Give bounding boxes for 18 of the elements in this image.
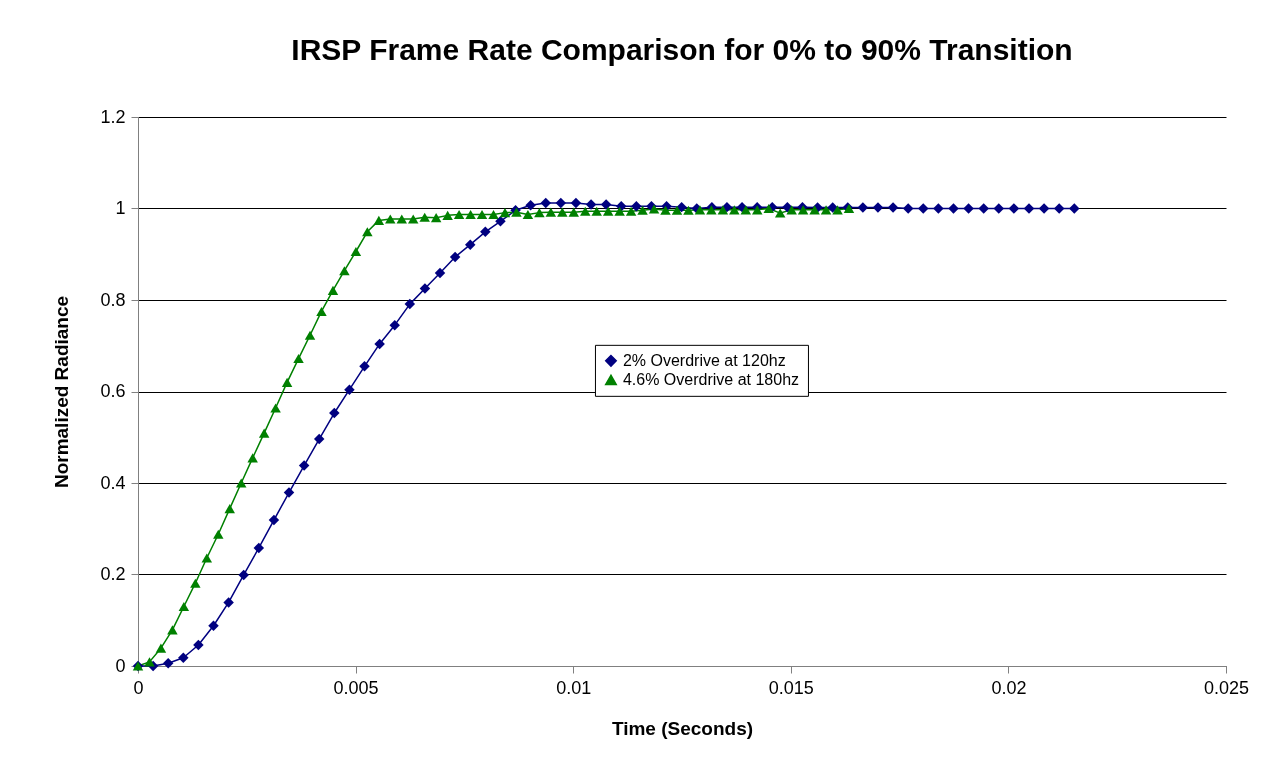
- legend-label: 4.6% Overdrive at 180hz: [622, 370, 800, 388]
- y-tick-label: 0.4: [100, 472, 126, 493]
- chart-title: IRSP Frame Rate Comparison for 0% to 90% Transition: [291, 33, 1073, 66]
- x-tick-label: 0.025: [1203, 677, 1250, 698]
- y-tick-label: 0: [115, 655, 126, 676]
- y-tick-label: 1.2: [100, 106, 126, 127]
- x-tick-label: 0.01: [556, 677, 592, 698]
- x-axis-title: Time (Seconds): [611, 717, 754, 739]
- legend-label: 2% Overdrive at 120hz: [622, 351, 786, 369]
- y-tick-label: 0.6: [100, 381, 126, 401]
- x-tick-label: 0: [133, 677, 144, 698]
- y-tick-label: 1: [115, 198, 126, 218]
- y-tick-label: 0.2: [100, 564, 126, 584]
- x-tick-label: 0.005: [333, 677, 379, 698]
- x-tick-label: 0.02: [991, 677, 1027, 698]
- x-tick-label: 0.015: [768, 677, 814, 698]
- y-tick-label: 0.8: [100, 289, 126, 310]
- y-axis-title: Normalized Radiance: [51, 295, 73, 489]
